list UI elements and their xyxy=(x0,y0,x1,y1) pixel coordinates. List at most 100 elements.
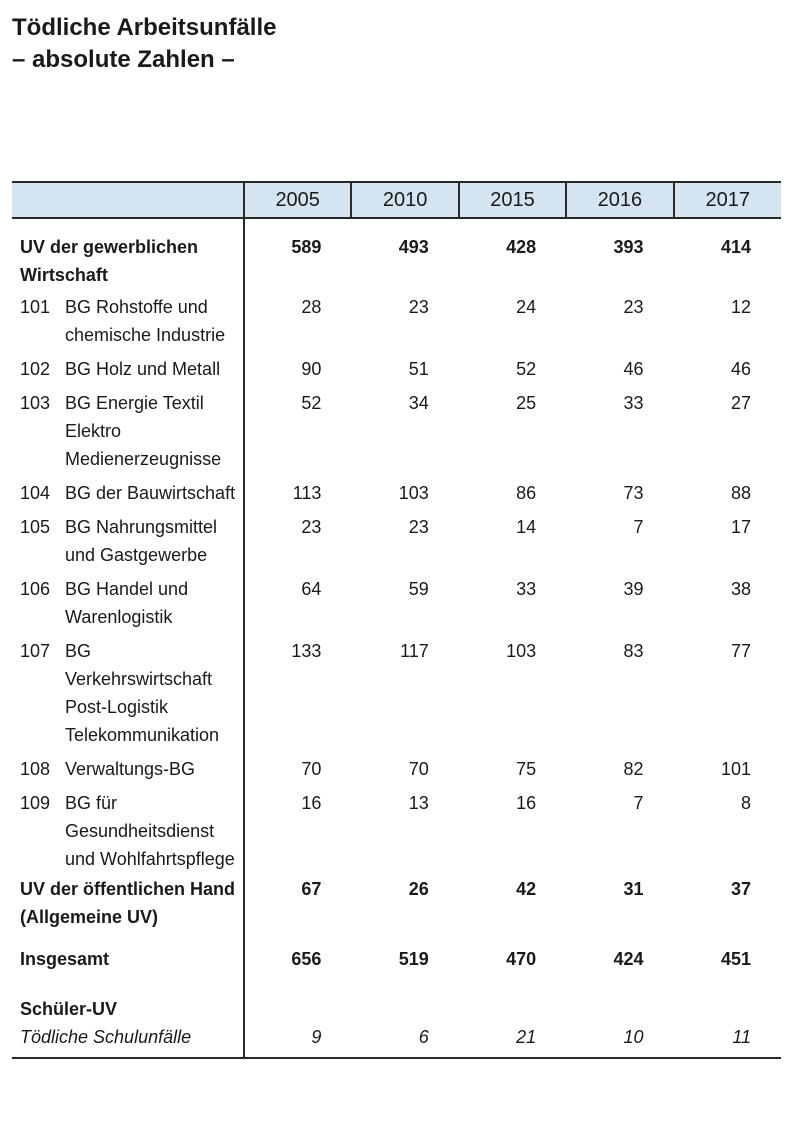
table-header-row: 2005 2010 2015 2016 2017 xyxy=(12,181,781,219)
table-row: 106 BG Handel und Warenlogistik 64 59 33 … xyxy=(12,571,781,633)
cell-value: 23 xyxy=(408,517,429,537)
cell-value: 70 xyxy=(408,759,429,779)
page-title: Tödliche Arbeitsunfälle – absolute Zahle… xyxy=(12,12,276,76)
cell-value: 42 xyxy=(516,879,537,899)
cell-value: 101 xyxy=(720,759,751,779)
row-label: BG Energie Textil Elektro Medienerzeugni… xyxy=(65,393,222,469)
header-year: 2016 xyxy=(565,181,674,219)
title-line-2: – absolute Zahlen – xyxy=(12,46,235,73)
table-row-total: Insgesamt 656 519 470 424 451 xyxy=(12,931,781,995)
cell-value: 38 xyxy=(730,579,751,599)
cell-value: 86 xyxy=(516,483,537,503)
cell-value: 34 xyxy=(408,393,429,413)
cell-value: 21 xyxy=(458,1023,567,1059)
row-code: 107 xyxy=(20,641,51,661)
cell-value: 28 xyxy=(301,297,322,317)
table-row: 104 BG der Bauwirtschaft 113 103 86 73 88 xyxy=(12,475,781,509)
cell-value: 424 xyxy=(613,949,644,969)
cell-value: 103 xyxy=(506,641,537,661)
cell-value: 8 xyxy=(740,793,751,813)
cell-value: 451 xyxy=(720,949,751,969)
row-label: BG Verkehrswirtschaft Post-Logistik Tele… xyxy=(65,641,220,745)
cell-value: 14 xyxy=(516,517,537,537)
cell-value: 26 xyxy=(408,879,429,899)
row-label: BG Holz und Metall xyxy=(65,359,221,379)
cell-value: 83 xyxy=(623,641,644,661)
table-row: 107 BG Verkehrswirtschaft Post-Logistik T… xyxy=(12,633,781,751)
cell-value: 27 xyxy=(730,393,751,413)
cell-value: 13 xyxy=(408,793,429,813)
cell-value: 589 xyxy=(291,237,322,257)
cell-value: 52 xyxy=(516,359,537,379)
row-label: BG Nahrungsmittel und Gastgewerbe xyxy=(65,517,218,565)
cell-value: 73 xyxy=(623,483,644,503)
header-year: 2015 xyxy=(457,181,567,219)
row-code: 105 xyxy=(20,517,51,537)
row-label: Verwaltungs-BG xyxy=(65,759,196,779)
cell-value: 133 xyxy=(291,641,322,661)
row-code: 101 xyxy=(20,297,51,317)
cell-value: 113 xyxy=(292,483,322,503)
cell-value: 428 xyxy=(506,237,537,257)
cell-value: 7 xyxy=(633,793,644,813)
table-row: Tödliche Schulunfälle 9 6 21 10 11 xyxy=(12,1023,781,1059)
table-row: Schüler-UV xyxy=(12,995,781,1023)
cell-value: 46 xyxy=(623,359,644,379)
cell-value: 25 xyxy=(516,393,537,413)
cell-value: 7 xyxy=(633,517,644,537)
cell-value: 12 xyxy=(730,297,751,317)
row-label: Schüler-UV xyxy=(12,995,245,1023)
cell-value: 64 xyxy=(301,579,322,599)
row-code: 103 xyxy=(20,393,51,413)
header-year: 2005 xyxy=(242,181,352,219)
cell-value: 90 xyxy=(301,359,322,379)
cell-value: 493 xyxy=(398,237,429,257)
cell-value: 16 xyxy=(516,793,537,813)
cell-value: 23 xyxy=(408,297,429,317)
table-row: 108 Verwaltungs-BG 70 70 75 82 101 xyxy=(12,751,781,785)
cell-value: 31 xyxy=(623,879,644,899)
table-row: UV der öffentlichen Hand (Allgemeine UV)… xyxy=(12,875,781,931)
cell-value: 75 xyxy=(516,759,537,779)
cell-value: 519 xyxy=(398,949,429,969)
row-code: 102 xyxy=(20,359,51,379)
row-label: BG für Gesundheitsdienst und Wohlfahrtsp… xyxy=(65,793,235,869)
row-label: Tödliche Schulunfälle xyxy=(12,1023,245,1059)
cell-value: 656 xyxy=(291,949,322,969)
cell-value: 59 xyxy=(408,579,429,599)
cell-value: 11 xyxy=(673,1023,781,1059)
cell-value: 23 xyxy=(301,517,322,537)
row-code: 109 xyxy=(20,793,51,813)
row-label: BG der Bauwirtschaft xyxy=(65,483,236,503)
cell-value: 470 xyxy=(506,949,537,969)
table-row: 102 BG Holz und Metall 90 51 52 46 46 xyxy=(12,351,781,385)
cell-value: 77 xyxy=(730,641,751,661)
cell-value: 393 xyxy=(613,237,644,257)
cell-value: 82 xyxy=(623,759,644,779)
row-label: BG Handel und Warenlogistik xyxy=(65,579,189,627)
row-code: 104 xyxy=(20,483,51,503)
cell-value: 9 xyxy=(244,1023,352,1059)
header-year: 2010 xyxy=(350,181,459,219)
cell-value: 24 xyxy=(516,297,537,317)
row-code: 106 xyxy=(20,579,51,599)
cell-value: 17 xyxy=(730,517,751,537)
cell-value: 33 xyxy=(623,393,644,413)
cell-value: 52 xyxy=(301,393,322,413)
table-row: UV der gewerblichen Wirtschaft 589 493 4… xyxy=(12,218,781,289)
table-row: 105 BG Nahrungsmittel und Gastgewerbe 23 … xyxy=(12,509,781,571)
cell-value: 10 xyxy=(566,1023,674,1059)
row-code: 108 xyxy=(20,759,51,779)
row-label: Insgesamt xyxy=(12,931,245,995)
cell-value: 23 xyxy=(623,297,644,317)
cell-value: 39 xyxy=(623,579,644,599)
cell-value: 37 xyxy=(730,879,751,899)
cell-value: 103 xyxy=(398,483,429,503)
table-row: 109 BG für Gesundheitsdienst und Wohlfahr… xyxy=(12,785,781,875)
row-label: UV der öffentlichen Hand (Allgemeine UV) xyxy=(12,875,245,931)
cell-value: 33 xyxy=(516,579,537,599)
cell-value: 70 xyxy=(301,759,322,779)
header-year: 2017 xyxy=(672,181,781,219)
cell-value: 6 xyxy=(351,1023,459,1059)
cell-value: 88 xyxy=(730,483,751,503)
